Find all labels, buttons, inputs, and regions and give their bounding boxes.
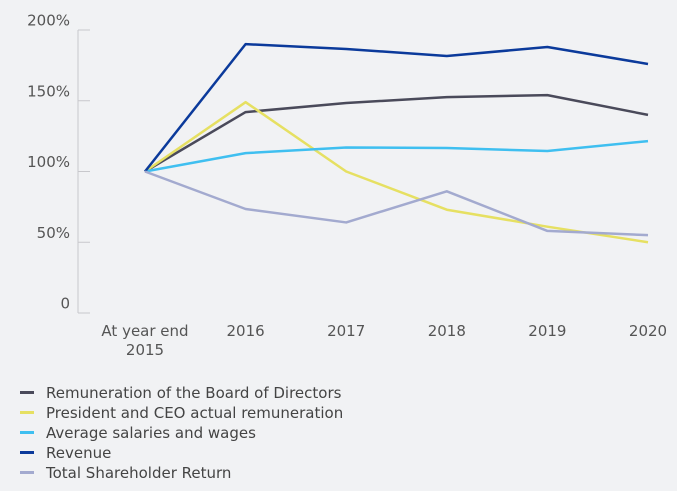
legend-item: Total Shareholder Return: [20, 464, 231, 482]
series-line: [144, 42, 649, 173]
x-tick-label: 2018: [427, 322, 466, 340]
x-tick-label: At year end 2015: [101, 322, 189, 359]
legend-label: Revenue: [46, 444, 112, 462]
y-tick-label: 100%: [27, 153, 70, 171]
x-tick-label: 2019: [528, 322, 567, 340]
legend-swatch: [20, 431, 34, 434]
y-tick-label: 0: [60, 295, 70, 313]
legend-label: Total Shareholder Return: [46, 464, 232, 482]
legend-swatch: [20, 391, 34, 394]
legend-swatch: [20, 451, 34, 454]
x-tick-label: 2017: [327, 322, 366, 340]
legend-item: Average salaries and wages: [20, 424, 256, 442]
x-tick-label: 2016: [226, 322, 265, 340]
y-tick-label: 50%: [37, 224, 70, 242]
legend-swatch: [20, 471, 34, 474]
series-line: [144, 93, 649, 173]
x-tick-label: 2020: [628, 322, 668, 340]
series-line: [144, 100, 649, 244]
legend-swatch: [20, 411, 34, 414]
series-line: [144, 170, 649, 237]
legend-label: Average salaries and wages: [46, 424, 256, 442]
series-line: [144, 139, 649, 173]
legend-item: Remuneration of the Board of Directors: [20, 384, 341, 402]
y-tick-label: 200%: [27, 12, 70, 30]
y-tick-label: 150%: [27, 82, 70, 100]
legend-item: Revenue: [20, 444, 111, 462]
legend-label: President and CEO actual remuneration: [46, 404, 344, 422]
legend-item: President and CEO actual remuneration: [20, 404, 343, 422]
legend-label: Remuneration of the Board of Directors: [46, 384, 342, 402]
